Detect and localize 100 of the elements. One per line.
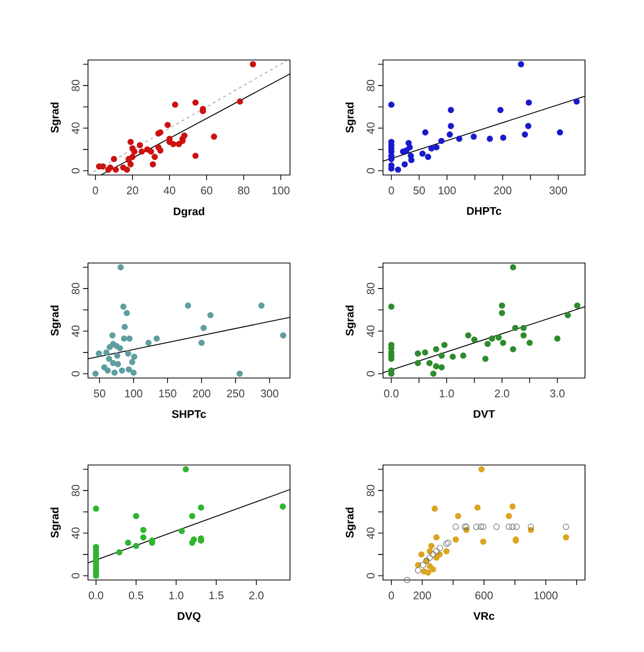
x-tick-label: 200 — [192, 390, 210, 398]
x-axis-title: DHPTc — [467, 207, 502, 215]
x-tick-label: 0.0 — [384, 390, 399, 398]
point — [114, 361, 122, 368]
point — [426, 554, 433, 561]
point — [522, 131, 528, 138]
point — [556, 129, 564, 136]
point — [520, 332, 527, 339]
point — [510, 346, 516, 352]
x-tick-label: 0.5 — [128, 592, 144, 600]
point — [110, 156, 118, 162]
point — [498, 310, 506, 316]
point — [198, 340, 205, 346]
point — [452, 524, 459, 530]
point — [512, 324, 518, 332]
x-tick-label: 250 — [226, 390, 244, 398]
point — [414, 350, 421, 357]
x-axis-title: DVQ — [178, 612, 200, 622]
point — [136, 142, 143, 148]
point — [132, 513, 140, 520]
point — [520, 324, 527, 332]
x-tick-label: 100 — [272, 186, 290, 194]
y-tick-label: 80 — [366, 282, 374, 294]
point — [445, 540, 452, 546]
point — [488, 335, 496, 342]
point — [478, 466, 485, 472]
point — [124, 540, 132, 546]
point — [414, 567, 422, 574]
point — [114, 352, 120, 359]
point — [198, 504, 204, 511]
point — [140, 534, 146, 541]
point — [131, 354, 138, 360]
point — [236, 370, 243, 377]
y-tick-label: 80 — [72, 484, 80, 496]
point — [470, 134, 477, 140]
point — [460, 352, 466, 359]
y-tick-label: 0 — [72, 371, 80, 376]
x-tick-label: 1.0 — [169, 592, 184, 600]
x-tick-label: 1.0 — [440, 390, 454, 398]
point — [105, 166, 112, 173]
point — [425, 569, 432, 576]
point — [562, 534, 570, 541]
y-tick-label: 0 — [72, 168, 80, 174]
point — [419, 150, 426, 157]
point — [111, 370, 118, 376]
point — [574, 302, 580, 309]
point — [192, 99, 199, 106]
point — [422, 349, 428, 356]
point — [128, 138, 134, 146]
point — [506, 524, 512, 530]
point — [92, 370, 99, 377]
point — [436, 544, 443, 552]
point — [430, 551, 436, 558]
y-tick-label: 40 — [72, 122, 80, 134]
x-tick-label: 200 — [494, 186, 512, 194]
point — [207, 312, 214, 318]
point — [140, 526, 146, 534]
point — [236, 98, 244, 105]
point — [428, 145, 435, 152]
y-tick-label: 0 — [72, 573, 80, 578]
point — [280, 332, 286, 339]
x-tick-label: 300 — [550, 186, 568, 194]
point — [103, 349, 110, 356]
y-tick-label: 0 — [366, 168, 374, 174]
y-tick-label: 40 — [366, 122, 374, 134]
point — [424, 154, 432, 160]
point — [474, 504, 481, 511]
point — [500, 134, 506, 141]
point — [184, 302, 192, 309]
point — [473, 524, 480, 530]
point — [148, 148, 154, 155]
x-tick-label: 200 — [414, 592, 431, 600]
point — [500, 340, 506, 346]
x-tick-label: 100 — [438, 186, 456, 194]
x-axis-title: DVT — [474, 410, 495, 418]
x-axis-title: VRc — [473, 612, 494, 620]
point — [456, 136, 462, 142]
point — [480, 538, 486, 545]
point — [130, 370, 137, 376]
point — [443, 548, 450, 554]
point — [124, 310, 130, 316]
y-axis-title: Sgrad — [346, 306, 356, 336]
point — [496, 334, 502, 341]
point — [554, 335, 560, 342]
point — [129, 358, 136, 366]
point — [436, 551, 443, 558]
y-axis-title: Sgrad — [50, 508, 61, 538]
point — [404, 576, 410, 584]
point — [106, 356, 112, 362]
point — [525, 122, 532, 130]
point — [110, 360, 116, 366]
point — [450, 354, 456, 360]
point — [116, 345, 124, 352]
point — [430, 370, 436, 377]
point — [118, 367, 126, 374]
x-tick-label: 40 — [164, 186, 176, 194]
y-axis-title: Sgrad — [50, 102, 61, 133]
point — [446, 131, 453, 138]
point — [126, 335, 133, 342]
point — [441, 342, 448, 348]
